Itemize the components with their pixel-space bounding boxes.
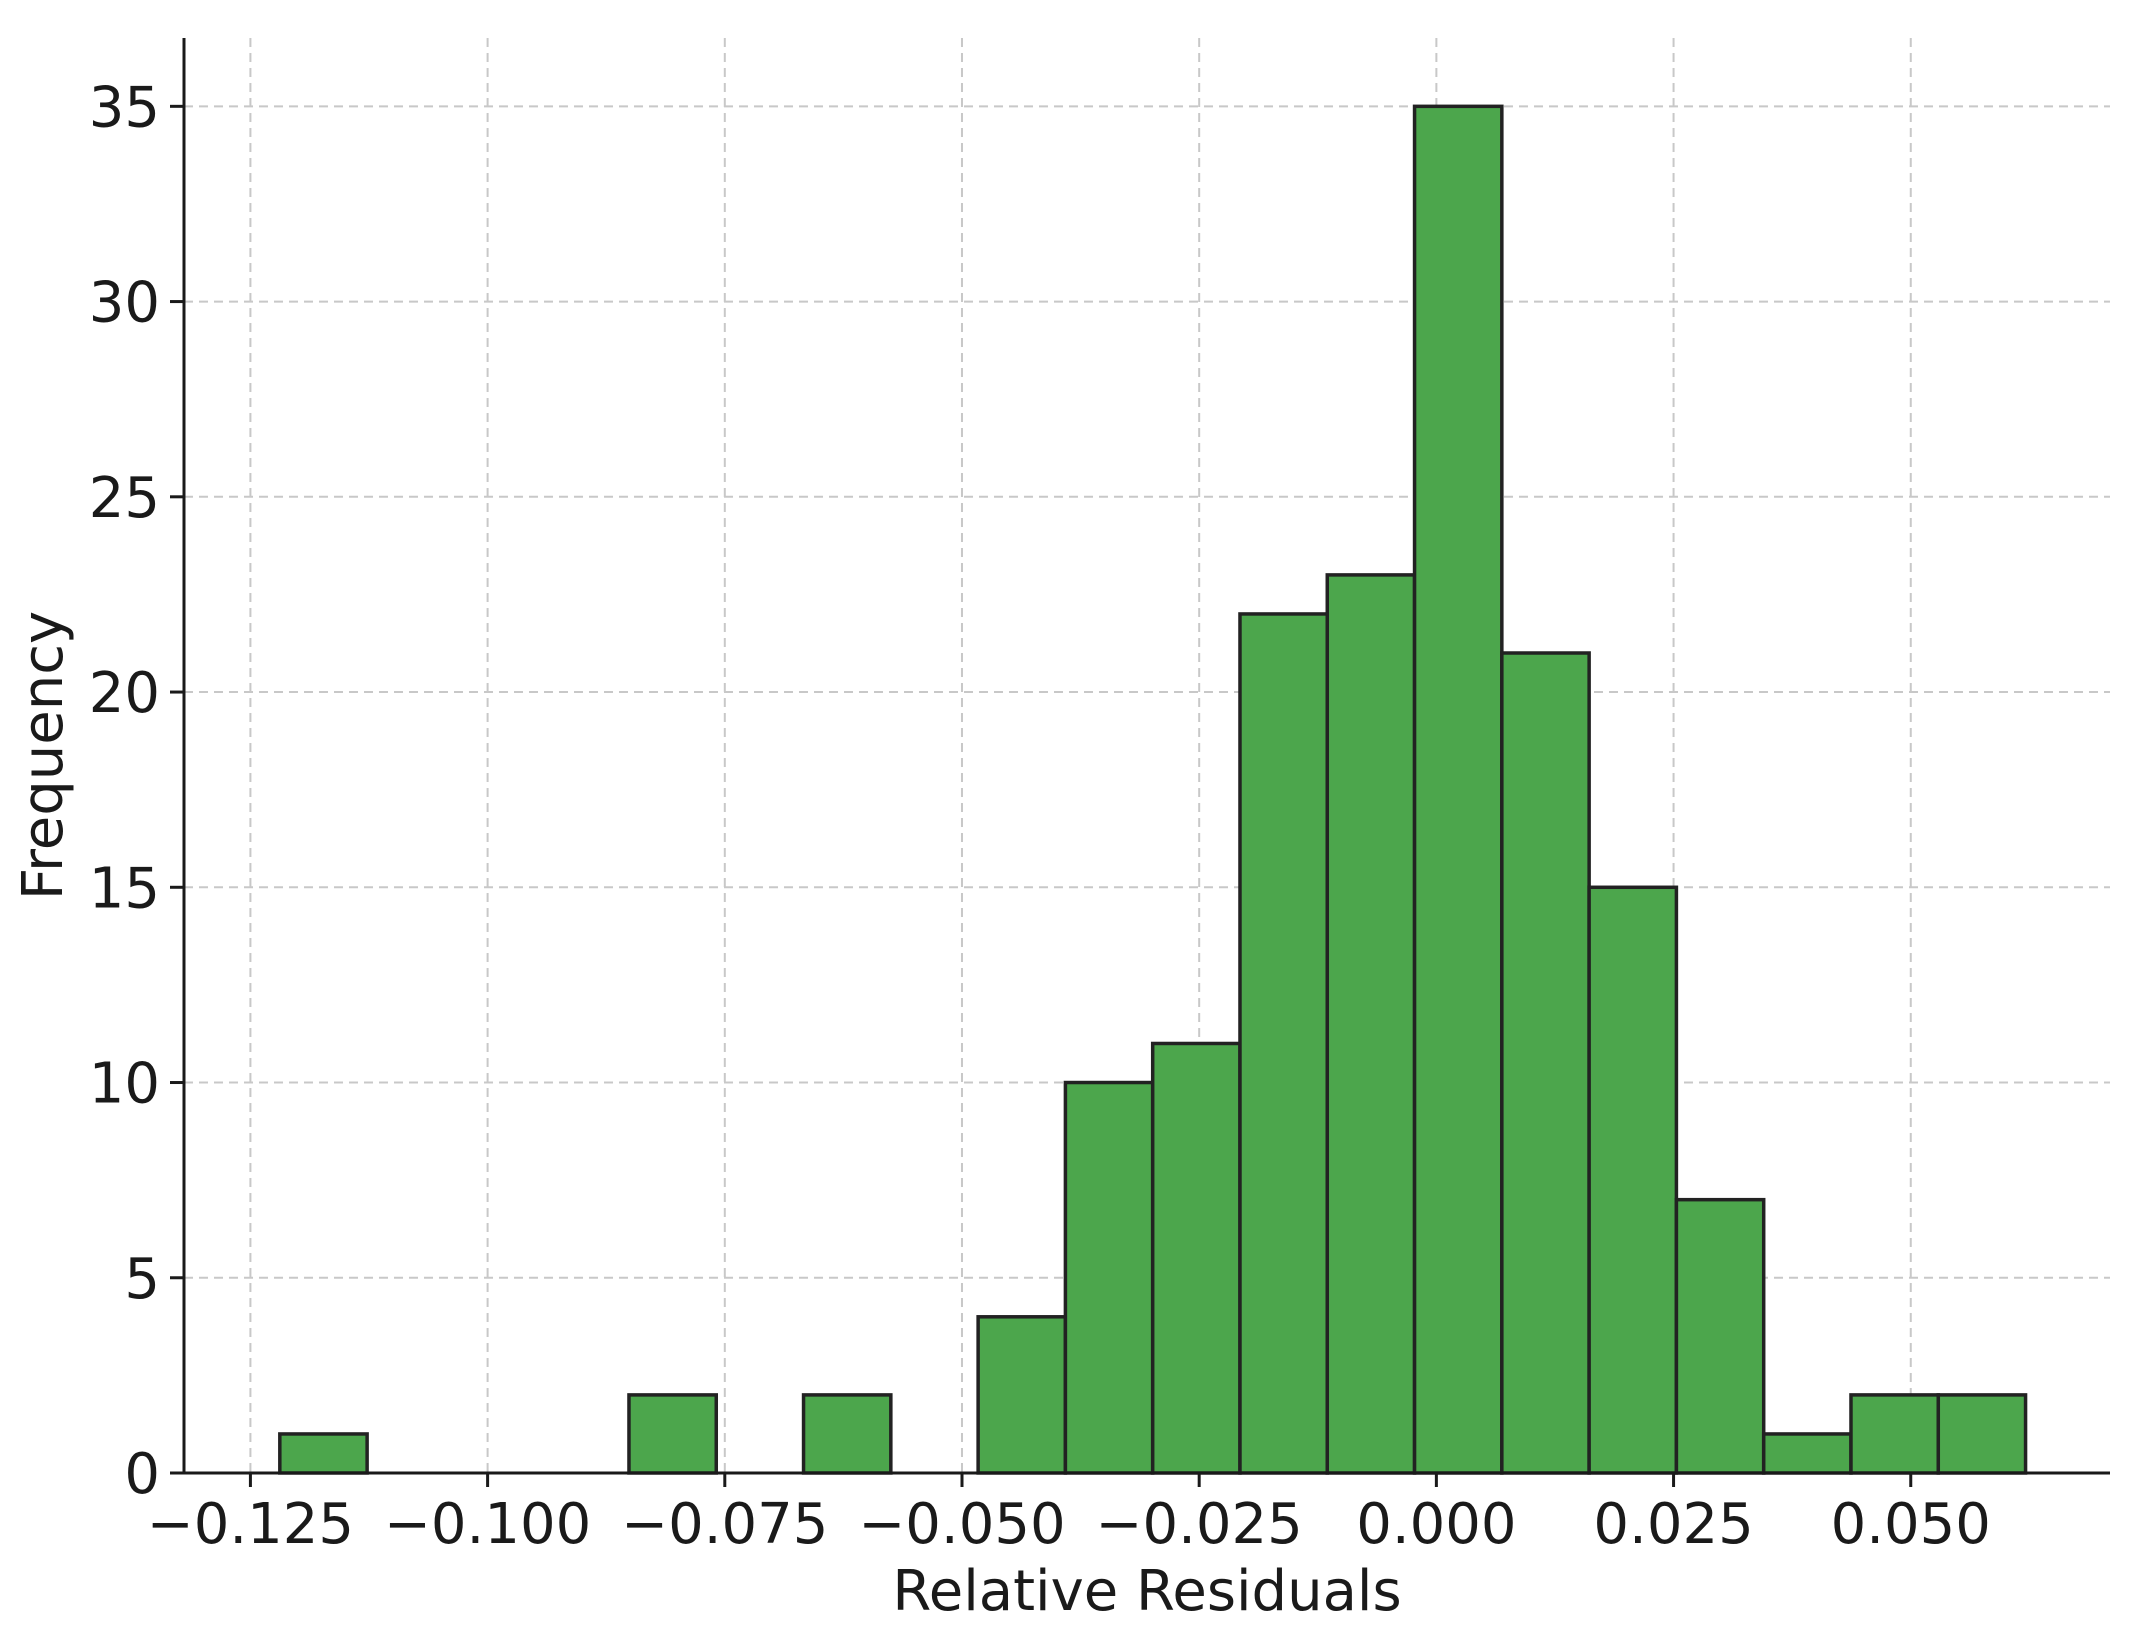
histogram-bar <box>1238 612 1330 1475</box>
histogram-bar <box>1150 1041 1242 1475</box>
x-tick-label: −0.075 <box>621 1492 828 1557</box>
x-tick-label: 0.025 <box>1593 1492 1753 1557</box>
bars-layer <box>278 104 2028 1475</box>
y-tick-label: 35 <box>89 75 160 140</box>
y-tick-label: 30 <box>89 271 160 336</box>
x-tick-label: 0.050 <box>1831 1492 1991 1557</box>
histogram-bar <box>1412 104 1504 1475</box>
x-tick-label: −0.050 <box>858 1492 1065 1557</box>
y-tick-label: 15 <box>89 856 160 921</box>
histogram-bar <box>627 1393 719 1475</box>
histogram-bar <box>1500 651 1591 1475</box>
histogram-bar <box>801 1393 893 1475</box>
histogram-bar <box>1849 1393 1941 1475</box>
histogram-bar <box>1936 1393 2028 1475</box>
y-axis-title: Frequency <box>11 611 76 900</box>
y-tick-label: 5 <box>124 1247 160 1312</box>
ticks-layer: −0.125 −0.100 −0.075 −0.050 −0.025 0.000 0.025… <box>89 75 1991 1557</box>
y-tick-label: 0 <box>124 1442 160 1507</box>
y-tick-label: 10 <box>89 1052 160 1117</box>
histogram-bar <box>278 1432 369 1475</box>
y-tick-label: 20 <box>89 661 160 726</box>
histogram-bar <box>1761 1432 1853 1475</box>
x-tick-label: −0.100 <box>384 1492 591 1557</box>
grid-layer <box>184 38 2110 1473</box>
histogram-bar <box>1674 1197 1766 1475</box>
y-tick-label: 25 <box>89 466 160 531</box>
histogram-bar <box>1063 1080 1155 1475</box>
x-tick-label: −0.125 <box>147 1492 354 1557</box>
x-tick-label: −0.025 <box>1096 1492 1303 1557</box>
histogram-bar <box>976 1315 1068 1475</box>
histogram-bar <box>1325 573 1417 1475</box>
x-tick-label: 0.000 <box>1356 1492 1516 1557</box>
axes-layer <box>182 38 2110 1475</box>
x-axis-title: Relative Residuals <box>892 1559 1401 1624</box>
histogram-bar <box>1587 885 1679 1475</box>
